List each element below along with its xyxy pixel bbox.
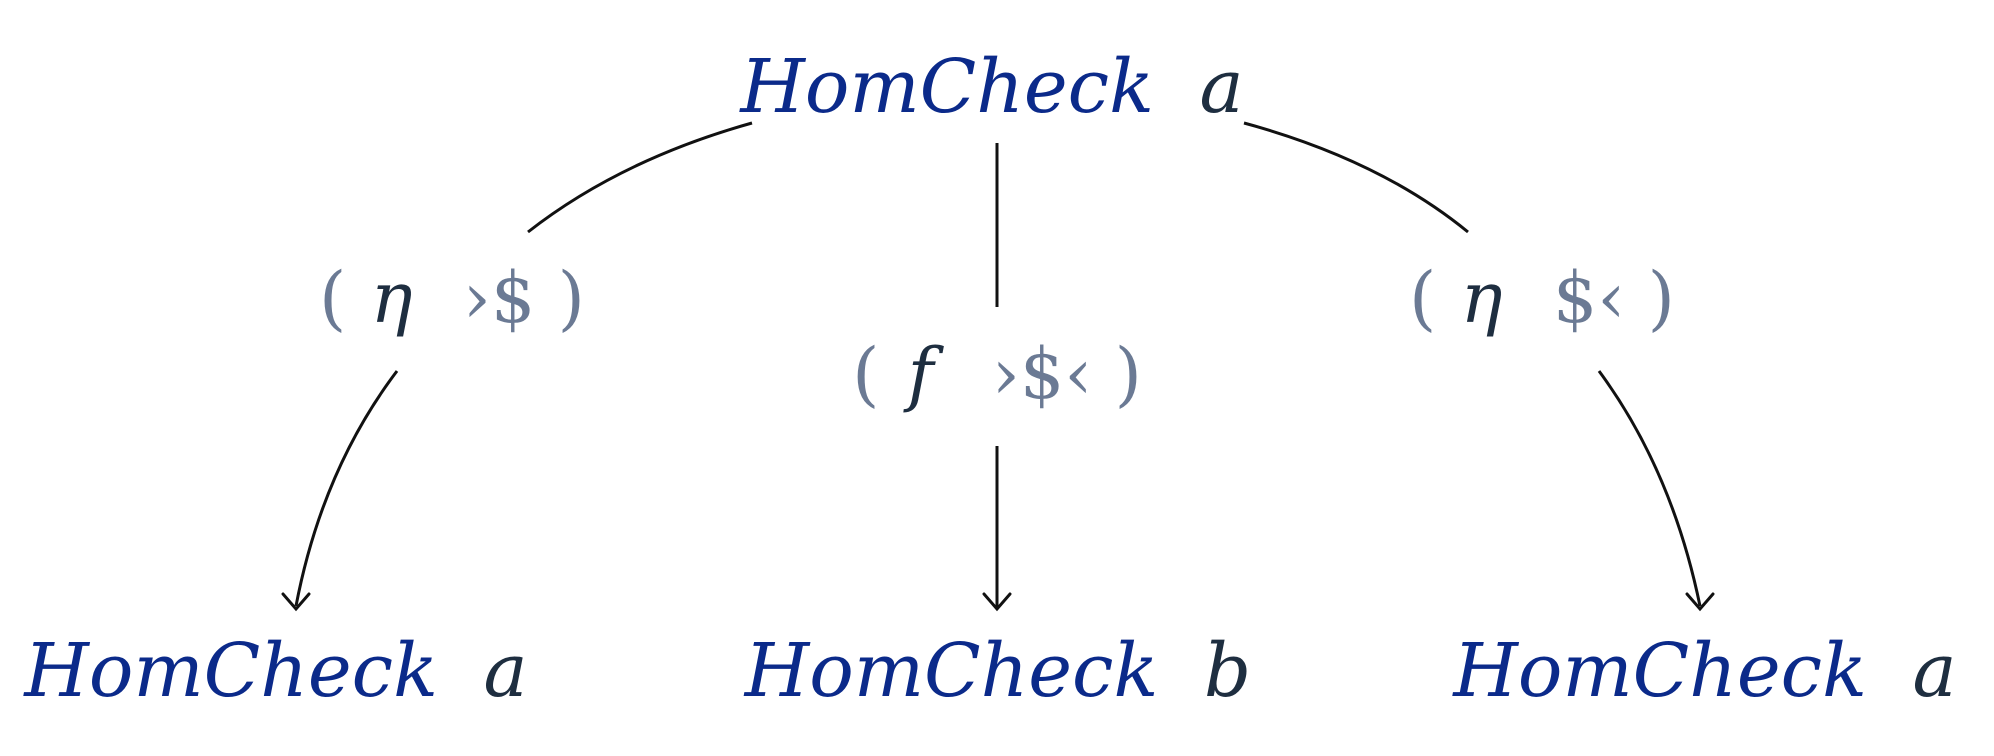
edge-label-middle-open: ( (852, 333, 879, 415)
node-middle: HomCheck b (743, 628, 1252, 714)
node-left: HomCheck a (22, 628, 527, 714)
edge-label-left-open: ( (319, 257, 346, 339)
node-middle-var: b (1204, 628, 1251, 714)
edge-label-left-arg: η (371, 257, 413, 339)
edge-label-middle-op: ›$‹ (992, 333, 1093, 415)
edge-left-lower (294, 370, 399, 607)
node-top: HomCheck a (738, 44, 1243, 130)
edge-label-left-close: ) (558, 257, 585, 339)
node-right: HomCheck a (1451, 628, 1956, 714)
node-left-name: HomCheck (22, 628, 438, 714)
node-right-var: a (1913, 628, 1957, 714)
node-top-var: a (1200, 44, 1244, 130)
edge-right-upper (1243, 121, 1469, 234)
arrowhead-left (281, 592, 311, 612)
edge-label-right-close: ) (1648, 257, 1675, 339)
edge-label-middle: ( f ›$‹ ) (852, 333, 1142, 415)
edge-right-lower (1597, 370, 1702, 607)
arrowhead-right (1685, 592, 1715, 612)
edge-label-right-open: ( (1409, 257, 1436, 339)
node-middle-name: HomCheck (743, 628, 1159, 714)
edge-label-left-op: ›$ (463, 257, 536, 339)
edge-label-right-arg: η (1461, 257, 1503, 339)
edge-label-middle-close: ) (1115, 333, 1142, 415)
node-right-name: HomCheck (1451, 628, 1867, 714)
arrowhead-middle (982, 592, 1012, 612)
edge-left-upper (527, 121, 753, 234)
edge-label-right: ( η $‹ ) (1409, 257, 1675, 339)
edge-label-middle-arg: f (903, 333, 945, 415)
node-top-name: HomCheck (738, 44, 1154, 130)
edge-label-right-op: $‹ (1553, 257, 1626, 339)
edge-label-left: ( η ›$ ) (319, 257, 585, 339)
node-left-var: a (484, 628, 528, 714)
